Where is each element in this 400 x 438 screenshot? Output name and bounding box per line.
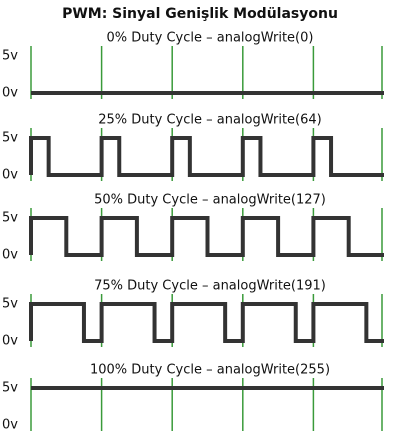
- title: PWM: Sinyal Genişlik Modülasyonu: [62, 6, 338, 22]
- high-label: 5v: [2, 381, 18, 396]
- high-label: 5v: [2, 49, 18, 64]
- high-label: 5v: [2, 131, 18, 146]
- panel-label: 0% Duty Cycle – analogWrite(0): [107, 31, 314, 46]
- low-label: 0v: [2, 86, 18, 101]
- low-label: 0v: [2, 168, 18, 183]
- panel-label: 100% Duty Cycle – analogWrite(255): [90, 363, 330, 378]
- low-label: 0v: [2, 248, 18, 263]
- panel-label: 75% Duty Cycle – analogWrite(191): [94, 279, 326, 294]
- panel-label: 25% Duty Cycle – analogWrite(64): [98, 113, 322, 128]
- low-label: 0v: [2, 334, 18, 349]
- high-label: 5v: [2, 297, 18, 312]
- waveform: [29, 216, 384, 257]
- waveform: [29, 302, 384, 343]
- high-label: 5v: [2, 211, 18, 226]
- low-label: 0v: [2, 418, 18, 433]
- waveform: [29, 136, 384, 177]
- panel-label: 50% Duty Cycle – analogWrite(127): [94, 193, 326, 208]
